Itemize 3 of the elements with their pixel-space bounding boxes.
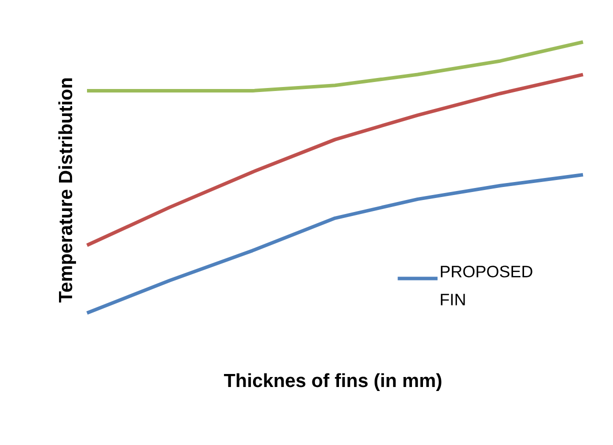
y-axis-title: Temperature Distribution	[58, 78, 76, 303]
legend-label: PROPOSED FIN	[440, 266, 532, 306]
x-axis-title: Thicknes of fins (in mm)	[224, 373, 442, 391]
